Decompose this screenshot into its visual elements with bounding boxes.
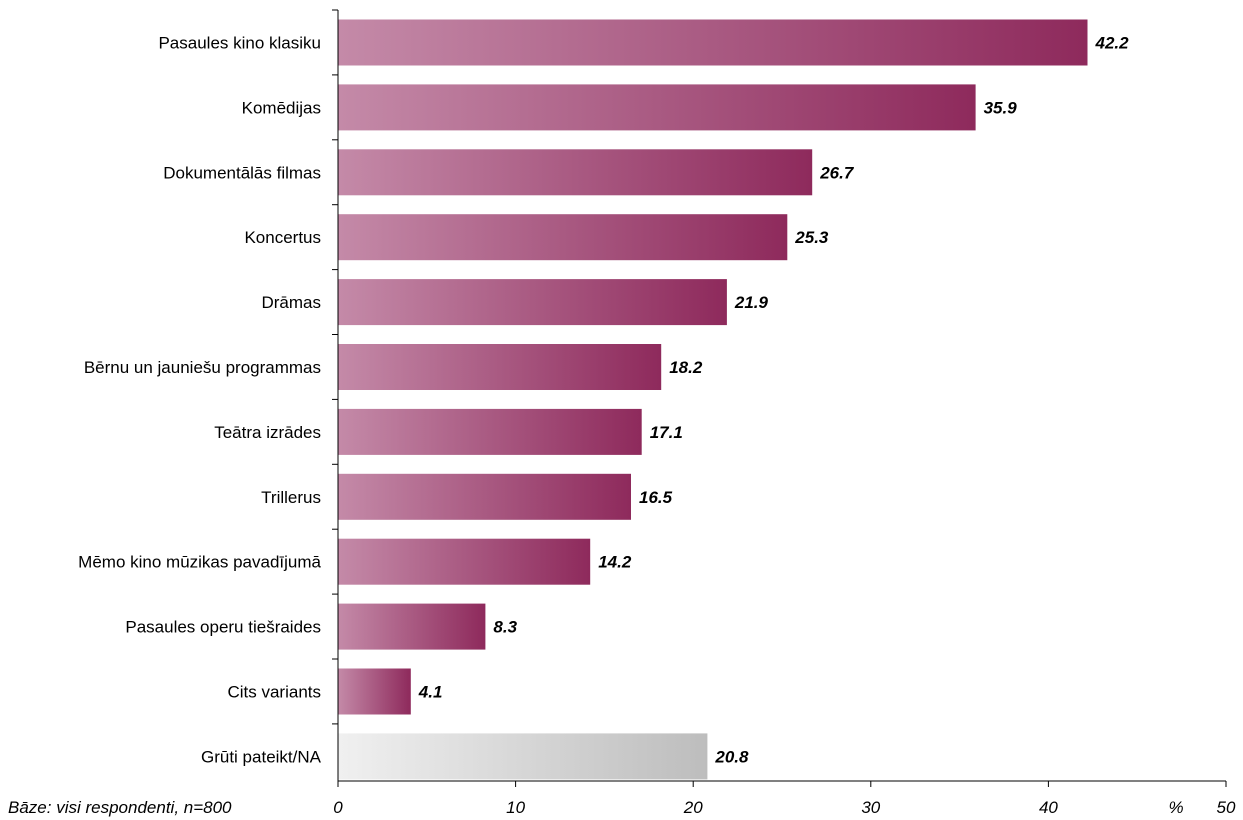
category-label: Bērnu un jauniešu programmas: [84, 358, 321, 377]
category-label: Koncertus: [244, 228, 321, 247]
bar: [338, 733, 708, 780]
category-label: Pasaules operu tiešraides: [125, 618, 321, 637]
category-label: Cits variants: [227, 683, 321, 702]
value-label: 14.2: [598, 553, 632, 572]
bar: [338, 279, 727, 326]
value-label: 18.2: [669, 358, 703, 377]
value-label: 42.2: [1095, 34, 1130, 53]
x-tick-label: 10: [506, 798, 525, 817]
bar: [338, 149, 813, 196]
bar: [338, 408, 642, 455]
category-label: Grūti pateikt/NA: [201, 747, 322, 766]
bars-layer: Pasaules kino klasiku 42.2 Komēdijas 35.9 Do…: [78, 19, 1130, 780]
bar: [338, 214, 788, 261]
value-label: 8.3: [493, 618, 517, 637]
bar: [338, 344, 662, 390]
category-label: Trillerus: [261, 488, 321, 507]
value-label: 17.1: [650, 423, 683, 442]
x-tick-label: 30: [861, 798, 880, 817]
value-label: 4.1: [418, 683, 443, 702]
bar: [338, 473, 631, 520]
category-label: Komēdijas: [242, 98, 321, 117]
category-label: Mēmo kino mūzikas pavadījumā: [78, 553, 321, 572]
footnote-base: Bāze: visi respondenti, n=800: [8, 798, 232, 817]
value-label: 25.3: [794, 228, 829, 247]
value-label: 26.7: [819, 163, 855, 182]
category-label: Pasaules kino klasiku: [158, 34, 321, 53]
category-label: Dokumentālās filmas: [163, 163, 321, 182]
bar: [338, 668, 411, 715]
bar: [338, 538, 591, 585]
x-tick-label: 50: [1217, 798, 1236, 817]
value-label: 21.9: [734, 293, 769, 312]
x-axis-unit: %: [1168, 798, 1183, 817]
bar: [338, 19, 1088, 66]
x-tick-label: 0: [333, 798, 343, 817]
x-tick-label: 20: [683, 798, 703, 817]
axis-layer: 0 10 20 30 40 50: [332, 9, 1236, 817]
bar: [338, 84, 976, 131]
value-label: 35.9: [984, 98, 1018, 117]
value-label: 20.8: [714, 747, 749, 766]
value-label: 16.5: [639, 488, 673, 507]
category-label: Drāmas: [261, 293, 321, 312]
category-label: Teātra izrādes: [214, 423, 321, 442]
x-tick-label: 40: [1039, 798, 1058, 817]
bar: [338, 603, 486, 650]
